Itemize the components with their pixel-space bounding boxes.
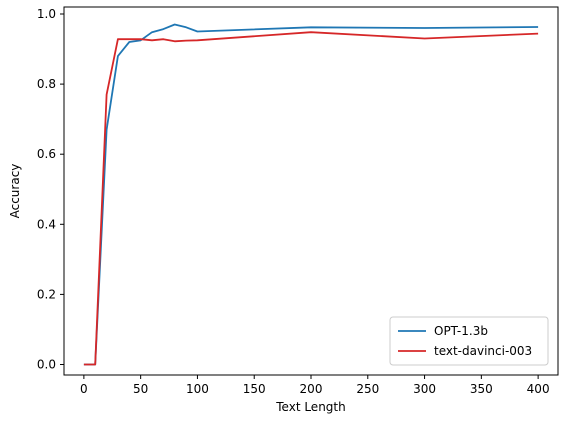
series-layer: [83, 23, 539, 366]
legend-box: [389, 316, 549, 366]
series-line-0: [83, 23, 539, 366]
y-tick-label: 1.0: [37, 7, 56, 21]
x-tick-label: 150: [243, 382, 266, 396]
x-axis: 0 50 100 150 200 250 300 350 400: [80, 375, 550, 396]
x-tick-label: 350: [470, 382, 493, 396]
x-tick-label: 50: [133, 382, 148, 396]
x-tick-label: 0: [80, 382, 88, 396]
x-tick-label: 200: [300, 382, 323, 396]
x-tick-label: 250: [356, 382, 379, 396]
legend: OPT-1.3b text-davinci-003: [389, 316, 549, 366]
legend-label-davinci: text-davinci-003: [434, 344, 532, 358]
y-tick-label: 0.2: [37, 287, 56, 301]
y-axis: 0.0 0.2 0.4 0.6 0.8 1.0: [37, 7, 64, 371]
x-axis-label: Text Length: [275, 400, 345, 414]
y-tick-label: 0.0: [37, 357, 56, 371]
y-axis-label: Accuracy: [8, 164, 22, 219]
x-tick-label: 300: [413, 382, 436, 396]
x-tick-label: 400: [527, 382, 550, 396]
x-tick-label: 100: [186, 382, 209, 396]
y-tick-label: 0.6: [37, 147, 56, 161]
y-tick-label: 0.4: [37, 217, 56, 231]
y-tick-label: 0.8: [37, 77, 56, 91]
series-line-1: [83, 31, 539, 366]
legend-label-opt: OPT-1.3b: [434, 324, 488, 338]
